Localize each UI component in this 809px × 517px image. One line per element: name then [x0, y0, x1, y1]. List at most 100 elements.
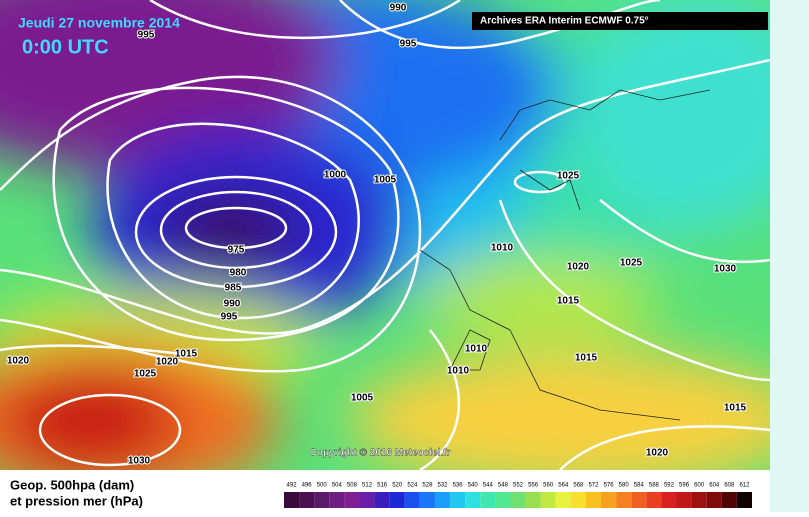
colorbar-label: 532: [438, 483, 449, 489]
legend-line1: Geop. 500hpa (dam): [10, 477, 134, 492]
isobar-label: 1030: [128, 456, 151, 467]
legend-line2: et pression mer (hPa): [10, 493, 143, 508]
colorbar-label: 540: [468, 483, 479, 489]
isobar-label: 1005: [374, 175, 397, 186]
colorbar-cell: [419, 492, 435, 508]
isobar-label: 1000: [324, 170, 347, 181]
isobar-label: 1005: [351, 393, 374, 404]
isobar-label: 990: [390, 3, 407, 14]
colorbar-label: 576: [604, 483, 615, 489]
colorbar-cell: [585, 492, 602, 508]
colorbar-label: 512: [362, 483, 373, 489]
colorbar-label: 552: [513, 483, 524, 489]
colorbar-label: 596: [679, 483, 690, 489]
colorbar-cell: [736, 492, 752, 508]
isobar-label: 1015: [724, 403, 747, 414]
colorbar-cell: [631, 492, 647, 508]
colorbar-label: 556: [528, 483, 539, 489]
colorbar-cell: [359, 492, 375, 508]
colorbar-label: 584: [634, 483, 645, 489]
colorbar-cell: [344, 492, 360, 508]
colorbar-cell: [691, 492, 707, 508]
colorbar-cell: [314, 492, 330, 508]
isobar-label: 1020: [7, 356, 30, 367]
colorbar-label: 612: [739, 483, 750, 489]
isobar-label: 1010: [465, 344, 488, 355]
copyright: Copyright © 2016 Meteociel.fr: [310, 448, 451, 459]
colorbar-cell: [495, 492, 511, 508]
colorbar-cell: [525, 492, 541, 508]
isobar-label: 1015: [557, 296, 580, 307]
isobar-label: 980: [230, 268, 247, 279]
map: 990 995 995 1000 1005 975 980 985 990 995 1010 1025…: [0, 0, 770, 470]
isobar-label: 1010: [447, 366, 470, 377]
colorbar: 492 496 500 504 508 512 516 520 524 528 532 536 540 5…: [284, 483, 752, 508]
colorbar-label: 600: [694, 483, 705, 489]
isobar-label: 1020: [156, 357, 179, 368]
colorbar-label: 508: [347, 483, 358, 489]
colorbar-cell: [555, 492, 571, 508]
isobar-label: 1030: [714, 264, 737, 275]
colorbar-label: 588: [649, 483, 660, 489]
isobar-label: 1025: [557, 171, 580, 182]
side-strip: [770, 0, 809, 512]
source: Archives ERA Interim ECMWF 0.75°: [480, 16, 649, 27]
isobar-label: 1025: [620, 258, 643, 269]
colorbar-cell: [661, 492, 677, 508]
colorbar-cell: [284, 492, 300, 508]
colorbar-cell: [721, 492, 737, 508]
isobar-label: 1015: [175, 349, 198, 360]
colorbar-label: 524: [407, 483, 418, 489]
colorbar-label: 492: [287, 483, 298, 489]
colorbar-label: 568: [573, 483, 584, 489]
colorbar-cell: [299, 492, 315, 508]
colorbar-cell: [374, 492, 390, 508]
isobar-label: 975: [228, 245, 245, 256]
colorbar-label: 516: [377, 483, 388, 489]
colorbar-cell: [480, 492, 496, 508]
source-box: [472, 12, 768, 30]
colorbar-cell: [329, 492, 345, 508]
colorbar-label: 496: [302, 483, 313, 489]
colorbar-cell: [389, 492, 405, 508]
isobar-label: 1015: [575, 353, 598, 364]
isobar-label: 1010: [491, 243, 514, 254]
colorbar-cell: [510, 492, 526, 508]
coastlines: [419, 89, 711, 421]
colorbar-label: 500: [317, 483, 328, 489]
colorbar-cell: [540, 492, 556, 508]
colorbar-cell: [404, 492, 420, 508]
isobar-label: 995: [400, 39, 417, 50]
colorbar-cell: [616, 492, 632, 508]
colorbar-cell: [434, 492, 451, 508]
isobar-labels: 990 995 995 1000 1005 975 980 985 990 995 1010 1025…: [6, 2, 748, 468]
isobar-label: 1020: [567, 262, 590, 273]
colorbar-label: 504: [332, 483, 343, 489]
colorbar-cell: [646, 492, 662, 508]
colorbar-cell: [706, 492, 722, 508]
colorbar-cell: [570, 492, 586, 508]
colorbar-label: 544: [483, 483, 494, 489]
isobar-label: 1020: [646, 448, 669, 459]
colorbar-label: 548: [498, 483, 509, 489]
colorbar-label: 520: [392, 483, 403, 489]
isobar-label: 1025: [134, 369, 157, 380]
isobar-label: 995: [138, 30, 155, 41]
colorbar-label: 604: [709, 483, 720, 489]
colorbar-label: 572: [588, 483, 599, 489]
colorbar-label: 564: [558, 483, 569, 489]
colorbar-label: 536: [453, 483, 464, 489]
colorbar-label: 580: [619, 483, 630, 489]
colorbar-label: 560: [543, 483, 554, 489]
colorbar-label: 608: [724, 483, 735, 489]
colorbar-cell: [601, 492, 617, 508]
isobar-label: 995: [221, 312, 238, 323]
isobars: [0, 0, 770, 470]
isobar-label: 990: [224, 299, 241, 310]
colorbar-label: 528: [422, 483, 433, 489]
colorbar-cell: [465, 492, 481, 508]
colorbar-cell: [450, 492, 466, 508]
colorbar-label: 592: [664, 483, 675, 489]
colorbar-cell: [676, 492, 692, 508]
